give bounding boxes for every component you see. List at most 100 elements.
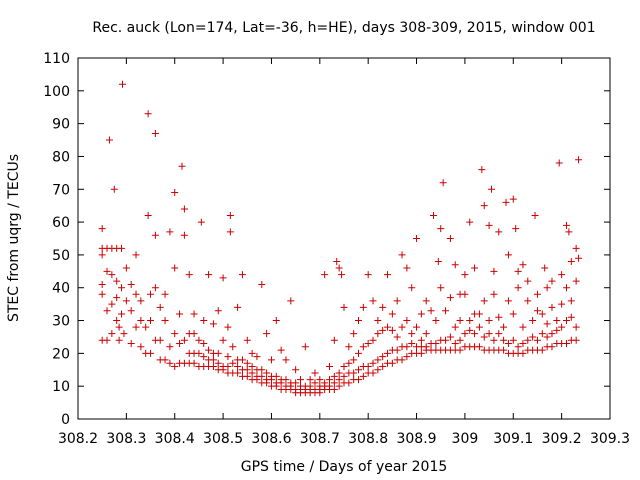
x-tick-label: 308.9 <box>396 431 436 447</box>
x-tick-label: 308.6 <box>251 431 291 447</box>
data-point <box>147 290 155 298</box>
data-point <box>287 297 295 305</box>
data-point <box>306 382 314 390</box>
data-points <box>98 80 583 397</box>
data-point <box>461 290 469 298</box>
data-point <box>466 326 474 334</box>
data-point <box>439 179 447 187</box>
data-point <box>197 218 205 226</box>
data-point <box>176 310 184 318</box>
y-tick-label: 20 <box>52 346 70 362</box>
data-point <box>178 162 186 170</box>
data-point <box>180 336 188 344</box>
data-point <box>417 310 425 318</box>
data-point <box>359 372 367 380</box>
axis-ticks: 308.2 308.3 308.4 308.5 308.6 308.7 308.8 308.9… <box>43 51 630 447</box>
data-point <box>190 310 198 318</box>
data-point <box>533 336 541 344</box>
data-point <box>408 330 416 338</box>
data-point <box>514 284 522 292</box>
data-point <box>364 362 372 370</box>
data-point <box>451 261 459 269</box>
data-point <box>330 372 338 380</box>
data-point <box>151 231 159 239</box>
data-point <box>488 185 496 193</box>
data-point <box>195 336 203 344</box>
y-axis-label: STEC from uqrg / TECUs <box>6 154 22 322</box>
data-point <box>451 340 459 348</box>
data-point <box>355 317 363 325</box>
data-point <box>224 353 232 361</box>
data-point <box>558 271 566 279</box>
data-point <box>263 369 271 377</box>
data-point <box>118 310 126 318</box>
data-point <box>166 359 174 367</box>
data-point <box>427 307 435 315</box>
data-point <box>572 277 580 285</box>
data-point <box>533 307 541 315</box>
data-point <box>500 323 508 331</box>
data-point <box>567 313 575 321</box>
y-tick-label: 100 <box>43 84 70 100</box>
data-point <box>393 346 401 354</box>
data-point <box>132 323 140 331</box>
data-point <box>519 323 527 331</box>
data-point <box>226 228 234 236</box>
data-point <box>538 346 546 354</box>
data-point <box>562 317 570 325</box>
data-point <box>398 356 406 364</box>
data-point <box>519 261 527 269</box>
data-point <box>219 274 227 282</box>
x-tick-label: 309.1 <box>493 431 533 447</box>
data-point <box>325 376 333 384</box>
data-point <box>98 251 106 259</box>
data-point <box>144 110 152 118</box>
data-point <box>137 317 145 325</box>
x-tick-label: 309.3 <box>590 431 630 447</box>
data-point <box>553 317 561 325</box>
data-point <box>115 336 123 344</box>
data-point <box>442 336 450 344</box>
data-point <box>108 271 116 279</box>
data-point <box>248 362 256 370</box>
data-point <box>575 254 583 262</box>
data-point <box>234 303 242 311</box>
data-point <box>422 330 430 338</box>
data-point <box>413 235 421 242</box>
data-point <box>461 271 469 279</box>
data-point <box>456 317 464 325</box>
data-point <box>316 376 324 384</box>
data-point <box>301 343 309 351</box>
data-point <box>209 320 217 328</box>
data-point <box>485 317 493 325</box>
data-point <box>118 244 126 252</box>
y-tick-label: 30 <box>52 314 70 330</box>
y-tick-label: 80 <box>52 149 70 165</box>
data-point <box>180 231 188 239</box>
data-point <box>393 297 401 305</box>
data-point <box>471 264 479 272</box>
data-point <box>340 303 348 311</box>
data-point <box>364 340 372 348</box>
data-point <box>248 369 256 377</box>
data-point <box>161 356 169 364</box>
data-point <box>529 317 537 325</box>
data-point <box>437 225 445 233</box>
data-point <box>504 340 512 348</box>
data-point <box>384 271 392 279</box>
data-point <box>292 379 300 387</box>
data-point <box>137 343 145 351</box>
data-point <box>572 244 580 252</box>
data-point <box>403 353 411 361</box>
data-point <box>147 349 155 357</box>
data-point <box>388 359 396 367</box>
data-point <box>456 346 464 354</box>
data-point <box>330 385 338 393</box>
data-point <box>229 343 237 351</box>
data-point <box>384 323 392 331</box>
data-point <box>509 310 517 318</box>
data-point <box>113 277 121 285</box>
data-point <box>374 330 382 338</box>
x-tick-label: 308.3 <box>106 431 146 447</box>
